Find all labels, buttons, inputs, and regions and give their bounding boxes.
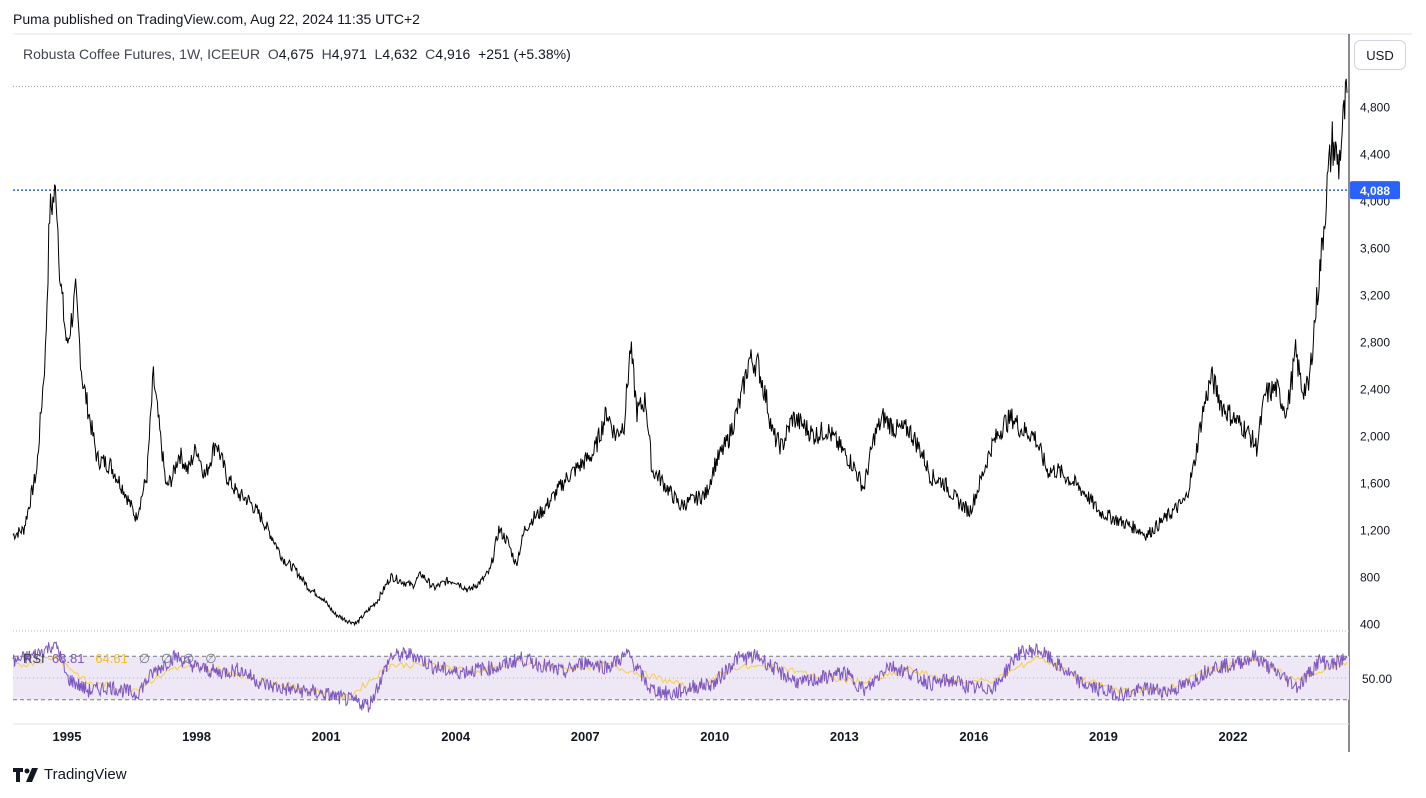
legend-low-value: 4,632 [382,46,418,62]
legend-change: +251 (+5.38%) [478,46,571,62]
x-tick-label: 2019 [1089,729,1118,744]
rsi-line [12,641,1348,713]
time-axis: 1995 1998 2001 2004 2007 2010 2013 2016 2019 2022 [53,729,1248,744]
y-tick-label: 4,400 [1360,147,1390,161]
x-tick-label: 2010 [700,729,729,744]
y-tick-label: 800 [1360,570,1380,584]
footer-brand: TradingView [44,766,127,783]
y-tick-label: 3,600 [1360,241,1390,255]
legend-close-value: 4,916 [435,46,471,62]
level-price-label: 4,088 [1360,184,1390,198]
x-tick-label: 2013 [830,729,859,744]
legend-open-value: 4,675 [278,46,314,62]
rsi-name: RSI [23,651,45,666]
x-tick-label: 1995 [53,729,82,744]
x-tick-label: 2016 [959,729,988,744]
price-series-line [12,78,1348,627]
rsi-extra-2: ∅ [160,651,173,666]
y-tick-label: 1,200 [1360,523,1390,537]
price-axis: 5,2004,8004,4004,0003,6003,2002,8002,400… [1360,53,1390,631]
rsi-value: 68.81 [51,651,85,666]
rsi-extra-3: ∅ [183,651,195,666]
x-tick-label: 1998 [182,729,211,744]
publish-info: Puma published on TradingView.com, Aug 2… [13,11,420,27]
y-tick-label: 3,200 [1360,288,1390,302]
legend-close-label: C [425,46,436,62]
x-tick-label: 2007 [571,729,600,744]
legend-high-label: H [321,46,332,62]
rsi-legend: RSI 68.81 64.61 ∅ ∅ ∅ ∅ [23,651,217,667]
rsi-extra-1: ∅ [138,651,151,666]
y-tick-label: 400 [1360,617,1380,631]
x-tick-label: 2001 [312,729,341,744]
y-tick-label: 4,800 [1360,100,1390,114]
legend-high-value: 4,971 [331,46,367,62]
rsi-ma-value: 64.61 [95,651,128,666]
level-price-tag [1350,181,1400,200]
symbol-legend: Robusta Coffee Futures, 1W, ICEEUR O4,67… [23,46,571,62]
legend-low-label: L [374,46,383,62]
x-tick-label: 2004 [441,729,471,744]
rsi-midline-label: 50.00 [1362,672,1392,686]
tradingview-logo[interactable]: TradingView [13,766,127,783]
currency-button[interactable]: USD [1354,40,1406,70]
rsi-extra-4: ∅ [205,651,217,666]
y-tick-label: 2,800 [1360,335,1390,349]
tradingview-logo-icon [13,767,38,782]
y-tick-label: 1,600 [1360,476,1390,490]
legend-symbol: Robusta Coffee Futures, 1W, ICEEUR [23,46,261,62]
x-tick-label: 2022 [1219,729,1248,744]
legend-open-label: O [267,46,279,62]
y-tick-label: 2,400 [1360,382,1390,396]
y-tick-label: 2,000 [1360,429,1390,443]
header-bar: Puma published on TradingView.com, Aug 2… [0,0,1426,34]
